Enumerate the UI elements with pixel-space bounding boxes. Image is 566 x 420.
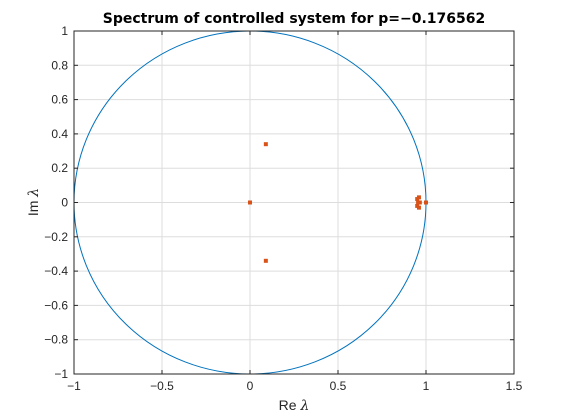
- y-axis-label-prefix: Im: [25, 197, 41, 216]
- x-tick-label: 1.5: [506, 379, 523, 393]
- y-tick-label: 0.8: [51, 58, 68, 72]
- y-tick-label: 0: [61, 196, 68, 210]
- eigenvalue-point: [416, 205, 421, 210]
- y-tick-label: −1: [54, 367, 68, 381]
- x-tick-label: −1: [67, 379, 81, 393]
- y-tick-labels: −1 −0.8 −0.6 −0.4 −0.2 0 0.2 0.4 0.6 0.8 1: [44, 24, 68, 381]
- y-tick-label: 0.2: [51, 161, 68, 175]
- eigenvalue-point: [263, 142, 268, 147]
- y-tick-label: −0.4: [44, 264, 68, 278]
- x-tick-label: 0: [247, 379, 254, 393]
- y-tick-label: 0.4: [51, 127, 68, 141]
- eigenvalue-points: [248, 142, 428, 263]
- eigenvalue-point: [416, 195, 421, 200]
- tick-marks: [73, 30, 515, 375]
- y-tick-label: −0.2: [44, 230, 68, 244]
- x-tick-label: 0.5: [330, 379, 347, 393]
- y-tick-label: 1: [61, 24, 68, 38]
- x-axis-label-prefix: Re: [279, 397, 301, 413]
- x-axis-label: Re λ: [279, 397, 310, 414]
- plot-area: −1 −0.5 0 0.5 1 1.5 −1 −0.8 −0.6 −0.4 −0.2 0 0.2 0.4…: [44, 24, 522, 393]
- eigenvalue-point: [263, 258, 268, 263]
- x-tick-label: −0.5: [150, 379, 174, 393]
- eigenvalue-point: [248, 200, 252, 205]
- x-tick-labels: −1 −0.5 0 0.5 1 1.5: [67, 379, 523, 393]
- y-tick-label: −0.8: [44, 333, 68, 347]
- y-axis-label-symbol: λ: [26, 188, 42, 198]
- eigenvalue-point: [417, 200, 422, 205]
- chart-title: Spectrum of controlled system for p=−0.1…: [103, 11, 486, 27]
- x-axis-label-symbol: λ: [299, 398, 309, 414]
- y-tick-label: −0.6: [44, 298, 68, 312]
- x-tick-label: 1: [423, 379, 430, 393]
- eigenvalue-point: [424, 200, 428, 205]
- y-tick-label: 0.6: [51, 93, 68, 107]
- y-axis-label: Im λ: [25, 188, 42, 216]
